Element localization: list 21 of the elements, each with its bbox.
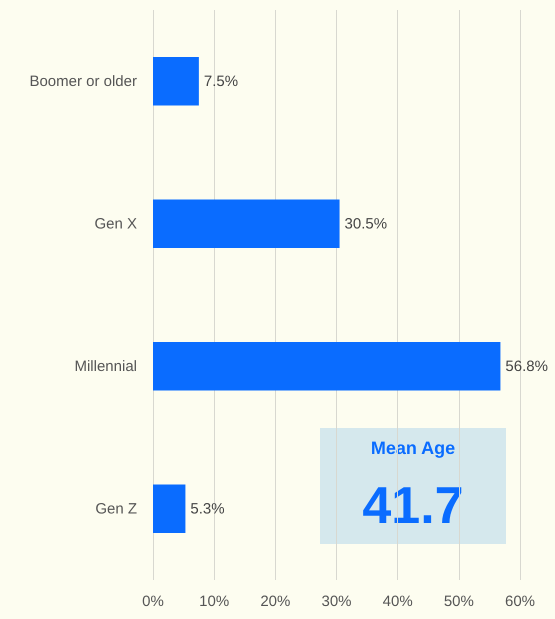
- annotation: 41.7: [362, 477, 464, 535]
- x-tick-label: 60%: [504, 593, 536, 610]
- bar: [153, 342, 500, 390]
- x-tick-label: 20%: [260, 593, 290, 610]
- y-tick-label: Millennial: [74, 358, 137, 375]
- data-label: 7.5%: [204, 72, 238, 90]
- bar: [153, 200, 340, 248]
- y-tick-label: Gen X: [94, 215, 137, 232]
- y-tick-label: Boomer or older: [29, 72, 137, 90]
- bar: [153, 57, 199, 106]
- bar: [153, 484, 186, 533]
- x-tick-label: 0%: [142, 593, 164, 610]
- y-tick-label: Gen Z: [95, 500, 137, 518]
- x-tick-label: 30%: [321, 593, 352, 610]
- data-label: 30.5%: [344, 215, 388, 232]
- x-tick-label: 40%: [382, 593, 413, 610]
- x-tick-label: 10%: [199, 593, 230, 610]
- data-label: 5.3%: [190, 500, 225, 518]
- annotation: Mean Age: [370, 438, 456, 458]
- data-label: 56.8%: [505, 358, 548, 375]
- x-tick-label: 50%: [444, 593, 474, 610]
